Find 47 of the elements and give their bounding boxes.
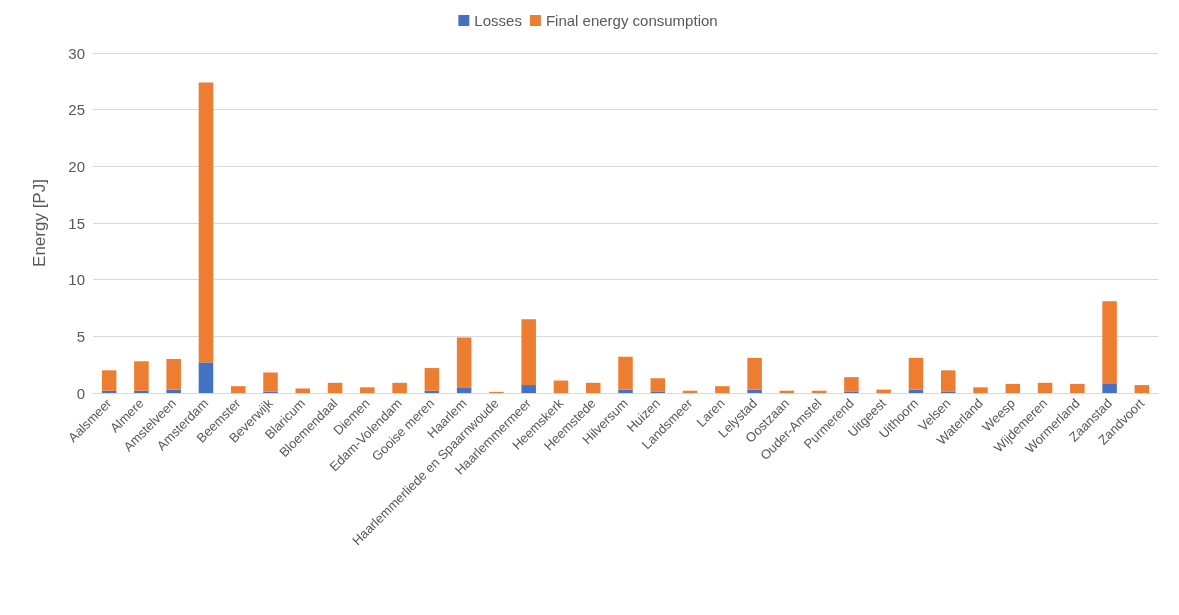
y-axis-title: Energy [PJ]: [30, 179, 49, 267]
bar: [1102, 301, 1117, 384]
y-tick-label: 0: [76, 384, 85, 402]
bar: [585, 382, 601, 393]
bar: [392, 382, 407, 393]
bar: [618, 389, 633, 393]
bar: [295, 388, 311, 393]
bar: [521, 385, 536, 393]
bar: [908, 357, 924, 390]
bar: [650, 378, 666, 392]
bar: [521, 319, 536, 386]
bar: [198, 362, 214, 393]
bar: [424, 368, 440, 391]
bar: [166, 389, 181, 393]
bar: [327, 382, 343, 393]
bar: [1005, 383, 1021, 393]
bar: [230, 386, 246, 393]
bar: [973, 387, 988, 393]
y-tick-label: 20: [68, 157, 85, 175]
bar: [1102, 383, 1117, 393]
bar: [1134, 385, 1150, 393]
bar: [940, 370, 956, 392]
y-tick-label: 30: [68, 44, 85, 62]
bar: [618, 356, 633, 390]
bar: [1037, 382, 1053, 393]
bar: [844, 377, 859, 392]
y-tick-label: 25: [68, 101, 85, 119]
y-tick-label: 5: [76, 327, 85, 345]
bar: [715, 386, 730, 393]
bar: [456, 387, 472, 393]
bar: [1070, 383, 1085, 393]
bar: [134, 361, 149, 391]
bar: [876, 389, 891, 393]
bar: [198, 82, 214, 363]
bar: [553, 380, 569, 393]
bar: [263, 372, 278, 392]
bar: [456, 337, 472, 388]
y-tick-label: 15: [68, 214, 85, 232]
bar: [360, 387, 375, 393]
bar: [166, 359, 181, 390]
bar: [101, 370, 117, 391]
bar: [747, 389, 762, 393]
legend-label: Final energy consumption: [545, 12, 718, 29]
bar: [747, 357, 762, 390]
y-tick-label: 10: [68, 271, 85, 289]
bar: [134, 390, 149, 393]
legend-label: Losses: [474, 12, 522, 29]
